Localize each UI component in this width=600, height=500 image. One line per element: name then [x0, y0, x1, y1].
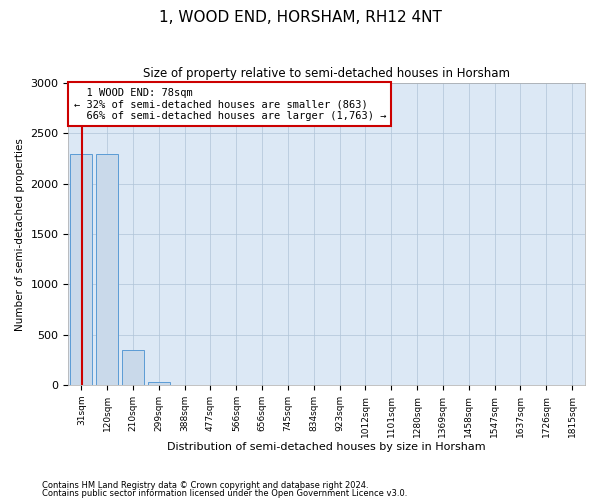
Bar: [122, 350, 144, 385]
Text: Contains public sector information licensed under the Open Government Licence v3: Contains public sector information licen…: [42, 488, 407, 498]
Bar: [96, 154, 118, 385]
Text: Contains HM Land Registry data © Crown copyright and database right 2024.: Contains HM Land Registry data © Crown c…: [42, 481, 368, 490]
Bar: [148, 382, 170, 385]
Text: 1, WOOD END, HORSHAM, RH12 4NT: 1, WOOD END, HORSHAM, RH12 4NT: [158, 10, 442, 25]
Y-axis label: Number of semi-detached properties: Number of semi-detached properties: [15, 138, 25, 330]
Bar: [173, 384, 196, 385]
Title: Size of property relative to semi-detached houses in Horsham: Size of property relative to semi-detach…: [143, 68, 510, 80]
X-axis label: Distribution of semi-detached houses by size in Horsham: Distribution of semi-detached houses by …: [167, 442, 486, 452]
Text: 1 WOOD END: 78sqm
← 32% of semi-detached houses are smaller (863)
  66% of semi-: 1 WOOD END: 78sqm ← 32% of semi-detached…: [74, 88, 386, 121]
Bar: [70, 154, 92, 385]
